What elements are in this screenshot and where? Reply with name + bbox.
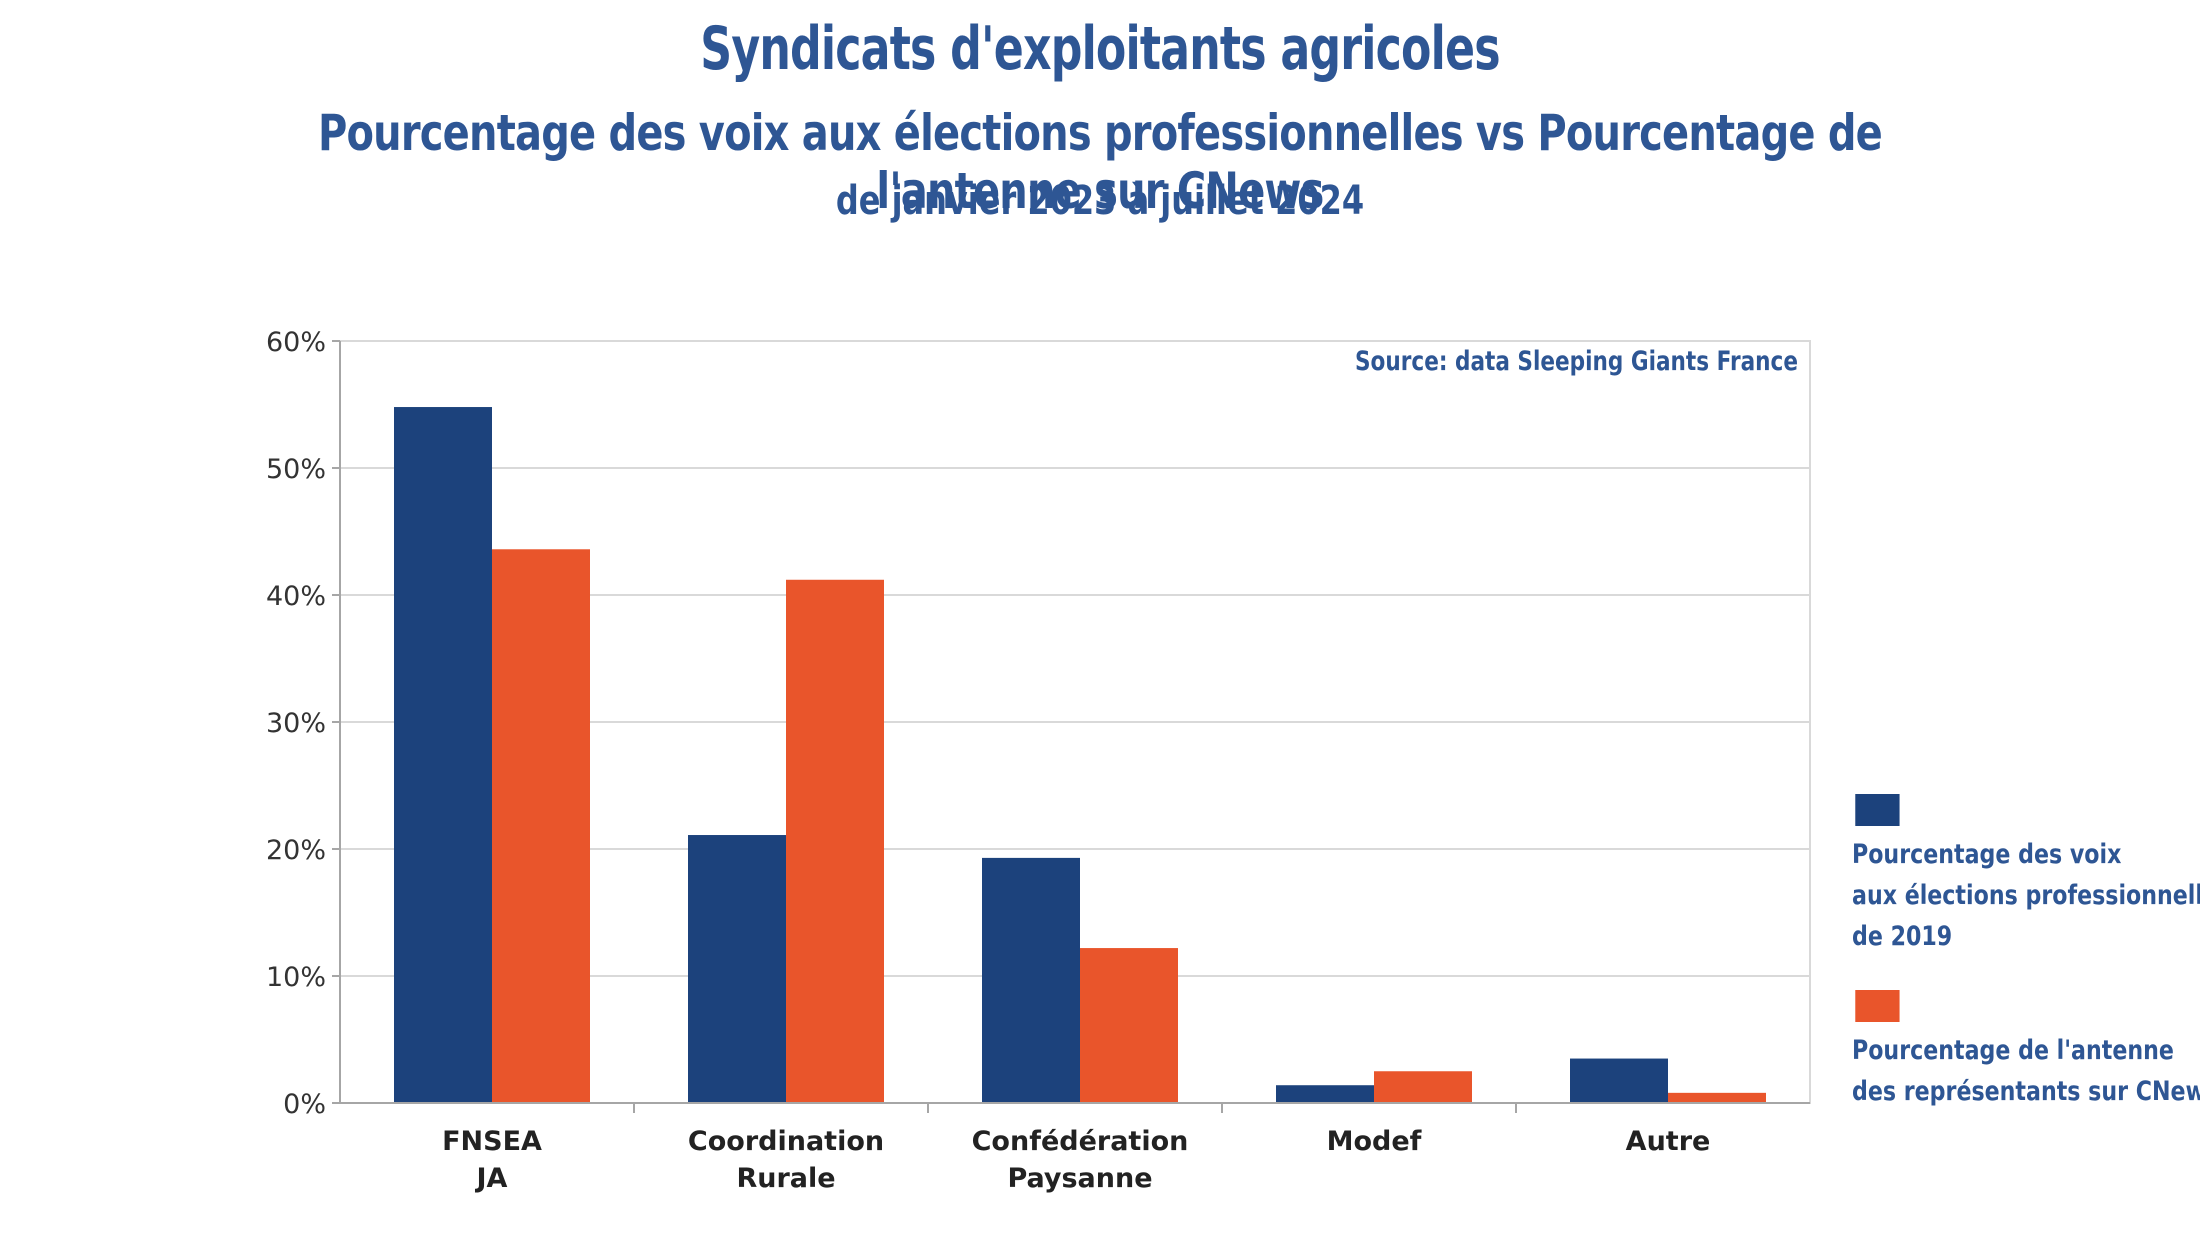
- bar-cnews: [1374, 1071, 1472, 1103]
- bar-votes: [982, 857, 1080, 1103]
- x-tick-label-line: Rurale: [736, 1163, 835, 1194]
- bar-votes: [688, 835, 786, 1103]
- chart-subtitle: Pourcentage des voix aux élections profe…: [317, 104, 1883, 220]
- y-tick-label: 40%: [266, 581, 326, 612]
- y-tick-label: 20%: [266, 835, 326, 866]
- chart-title: Syndicats d'exploitants agricoles: [700, 14, 1500, 84]
- bar-cnews: [1668, 1092, 1766, 1103]
- chart-period: de janvier 2023 à juillet 2024: [835, 178, 1365, 224]
- x-tick-label: Coordination Rurale: [688, 1126, 884, 1194]
- x-tick-label-line: Autre: [1626, 1126, 1711, 1157]
- legend-label: des représentants sur CNews: [1852, 1076, 2200, 1107]
- y-tick-label: 50%: [266, 454, 326, 485]
- x-tick-label-line: Coordination: [688, 1126, 884, 1157]
- bar-cnews: [1080, 948, 1178, 1103]
- x-tick-label: Modef: [1327, 1126, 1422, 1157]
- bar-votes: [1570, 1058, 1668, 1103]
- legend-swatch: [1855, 990, 1900, 1022]
- bar-votes: [1276, 1085, 1374, 1103]
- y-tick-label: 10%: [266, 962, 326, 993]
- x-tick-label-line: Paysanne: [1007, 1163, 1152, 1194]
- x-tick-label-line: Modef: [1327, 1126, 1422, 1157]
- x-tick-label-line: FNSEA: [442, 1126, 542, 1157]
- legend-label: de 2019: [1852, 921, 1953, 952]
- y-tick-label: 30%: [266, 708, 326, 739]
- bar-votes: [394, 407, 492, 1103]
- bar-cnews: [492, 549, 590, 1103]
- x-tick-label-line: Confédération: [972, 1126, 1189, 1157]
- legend-swatch: [1855, 794, 1900, 826]
- bar-cnews: [786, 579, 884, 1103]
- legend-label: aux élections professionnelles: [1852, 880, 2200, 911]
- source-note: Source: data Sleeping Giants France: [1355, 345, 1798, 377]
- x-tick-label-line: JA: [475, 1163, 508, 1194]
- x-tick-label: Autre: [1626, 1126, 1711, 1157]
- x-tick-label: FNSEA JA: [442, 1126, 542, 1194]
- legend-label: Pourcentage de l'antenne: [1852, 1035, 2174, 1066]
- x-tick-label: Confédération Paysanne: [972, 1126, 1189, 1194]
- legend-label: Pourcentage des voix: [1852, 839, 2122, 870]
- y-tick-label: 60%: [266, 327, 326, 358]
- y-tick-label: 0%: [283, 1089, 326, 1120]
